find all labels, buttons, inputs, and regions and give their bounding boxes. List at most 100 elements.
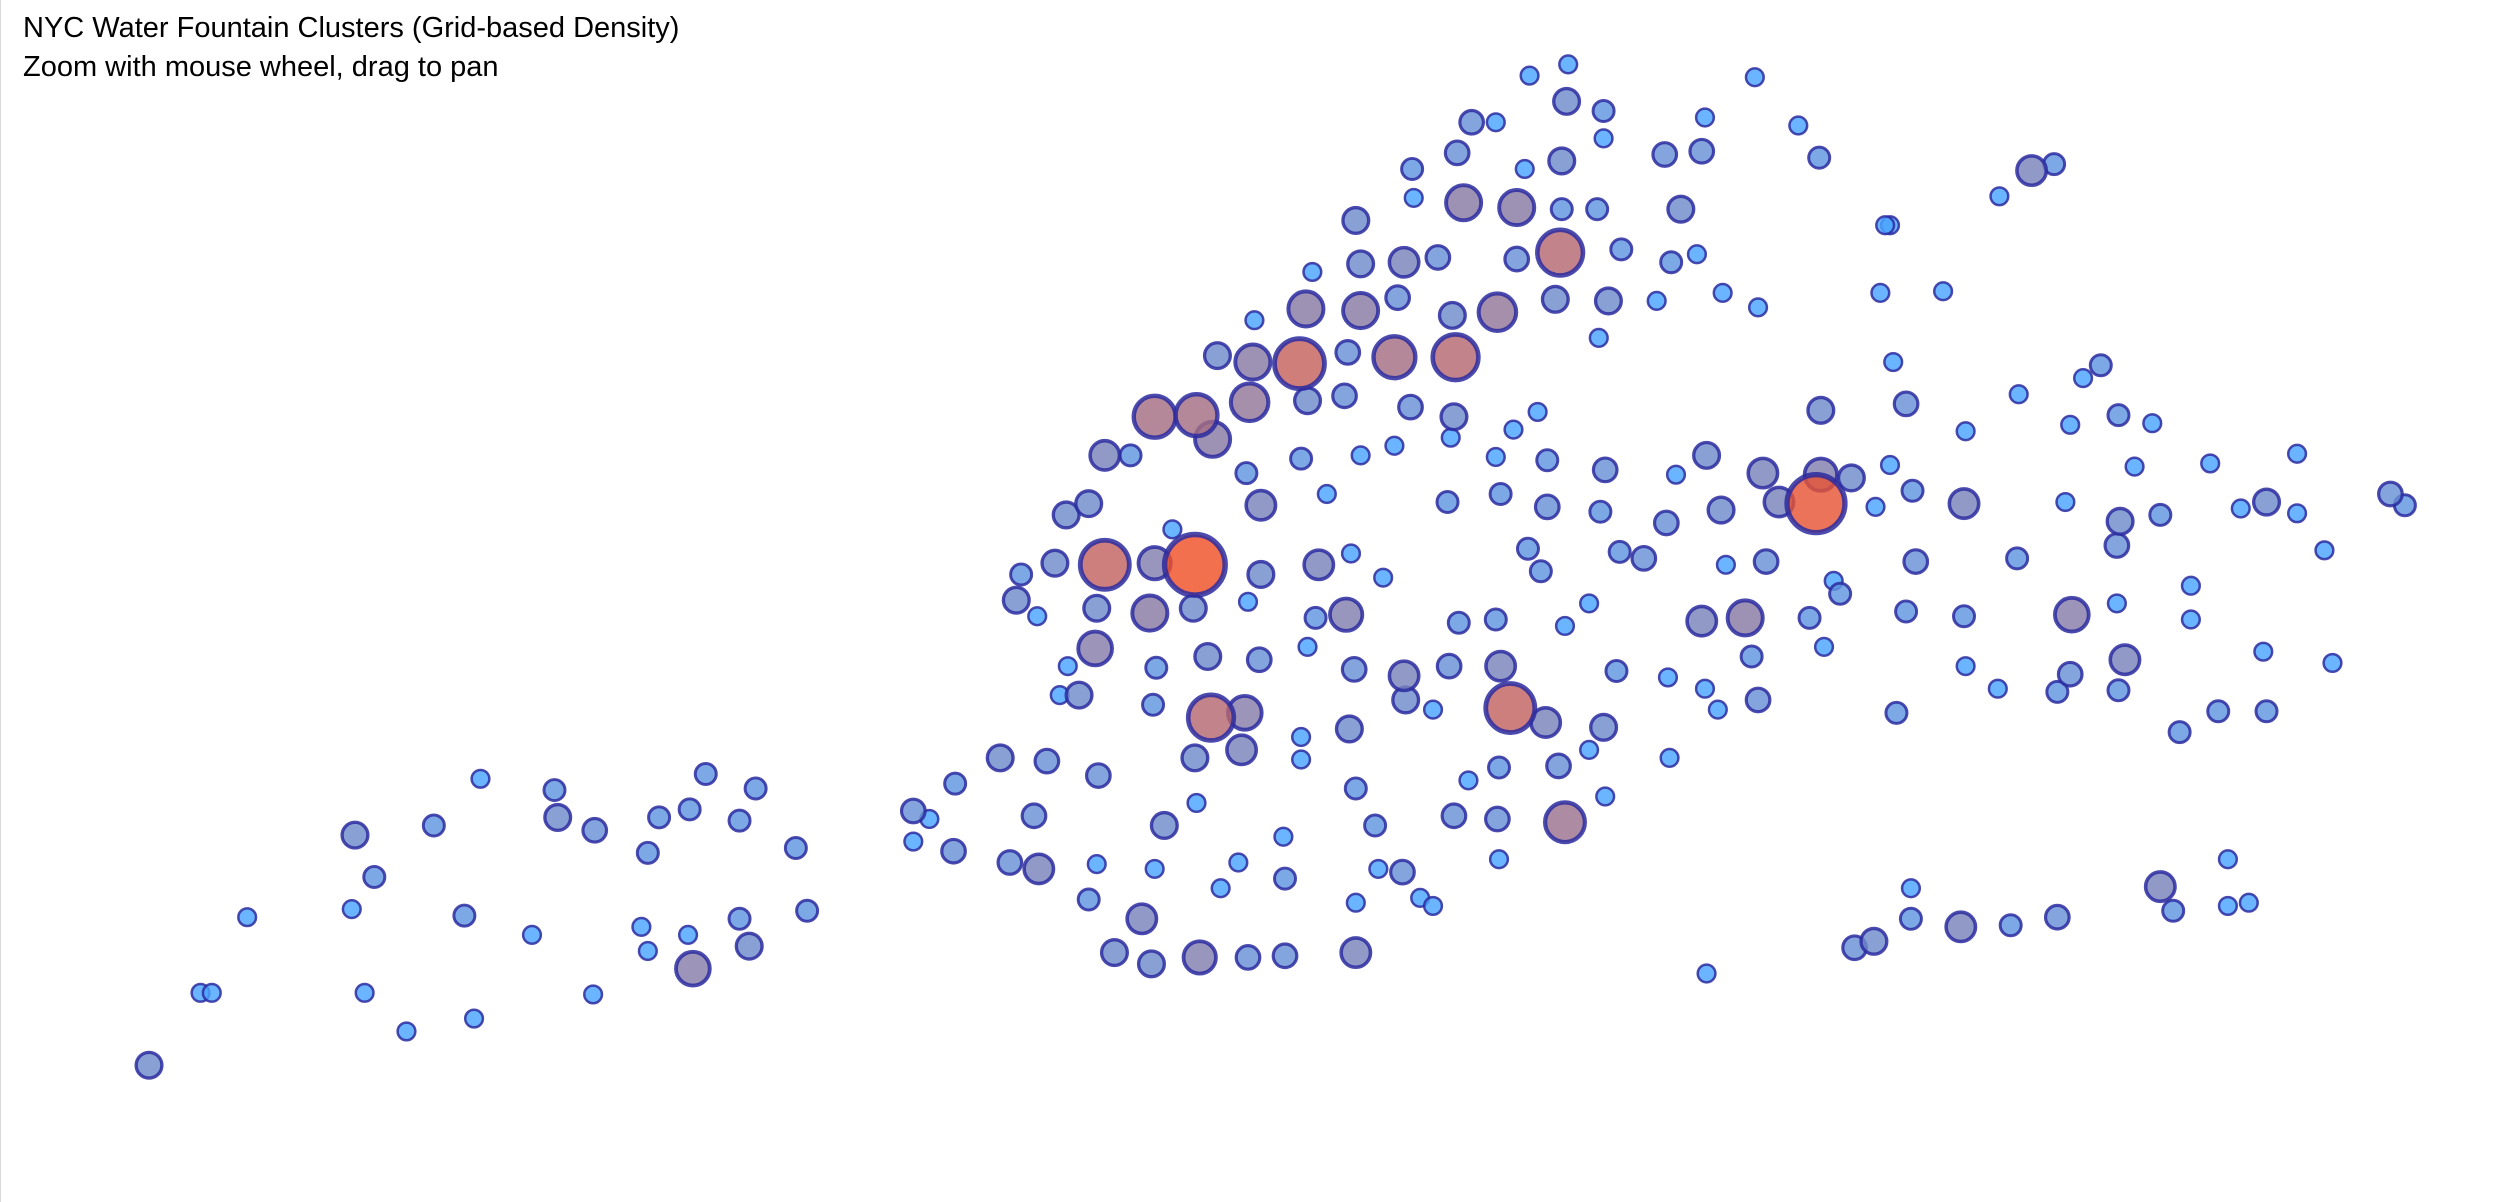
cluster-bubble[interactable]	[677, 797, 702, 822]
cluster-bubble[interactable]	[1902, 548, 1930, 575]
cluster-bubble[interactable]	[2142, 413, 2163, 434]
cluster-bubble[interactable]	[1292, 386, 1323, 416]
cluster-bubble[interactable]	[1271, 942, 1299, 970]
cluster-bubble[interactable]	[637, 940, 658, 962]
cluster-bubble[interactable]	[1389, 858, 1416, 886]
cluster-bubble[interactable]	[1228, 381, 1271, 424]
cluster-bubble[interactable]	[1225, 733, 1259, 767]
cluster-bubble[interactable]	[134, 1050, 164, 1080]
cluster-bubble[interactable]	[1210, 878, 1231, 899]
cluster-bubble[interactable]	[2206, 699, 2231, 724]
cluster-bubble[interactable]	[1303, 605, 1328, 630]
cluster-bubble[interactable]	[1540, 284, 1570, 314]
cluster-bubble[interactable]	[1593, 128, 1614, 149]
cluster-bubble[interactable]	[2217, 849, 2239, 870]
cluster-bubble[interactable]	[1652, 509, 1680, 537]
cluster-bubble[interactable]	[1141, 692, 1166, 717]
cluster-bubble[interactable]	[1289, 446, 1314, 471]
cluster-bubble[interactable]	[631, 916, 652, 937]
cluster-bubble[interactable]	[1746, 456, 1780, 490]
cluster-bubble[interactable]	[1373, 567, 1394, 588]
cluster-bubble[interactable]	[1130, 593, 1170, 633]
cluster-bubble[interactable]	[1331, 382, 1358, 410]
cluster-bubble[interactable]	[1527, 401, 1548, 423]
cluster-bubble[interactable]	[1343, 776, 1368, 801]
cluster-bubble[interactable]	[1088, 438, 1122, 472]
cluster-bubble[interactable]	[1659, 747, 1680, 768]
cluster-bubble[interactable]	[2286, 503, 2308, 524]
cluster-bubble[interactable]	[1476, 291, 1519, 333]
cluster-bubble[interactable]	[1244, 310, 1265, 331]
cluster-bubble[interactable]	[674, 949, 712, 988]
cluster-bubble[interactable]	[1488, 849, 1510, 870]
cluster-bubble[interactable]	[1519, 65, 1540, 86]
cluster-bubble[interactable]	[2200, 453, 2221, 474]
cluster-bubble[interactable]	[2251, 487, 2282, 517]
cluster-bubble[interactable]	[1178, 593, 1208, 623]
cluster-bubble[interactable]	[1706, 495, 1736, 525]
cluster-bubble[interactable]	[581, 816, 609, 844]
cluster-bubble[interactable]	[1585, 197, 1610, 222]
cluster-bubble[interactable]	[1788, 115, 1809, 136]
cluster-bubble[interactable]	[1595, 786, 1616, 807]
cluster-bubble[interactable]	[1865, 496, 1886, 517]
cluster-bubble[interactable]	[1001, 585, 1031, 615]
cluster-bubble[interactable]	[340, 820, 370, 850]
cluster-bubble[interactable]	[1064, 680, 1094, 710]
cluster-bubble[interactable]	[1665, 464, 1687, 485]
cluster-bubble[interactable]	[1542, 800, 1587, 845]
cluster-bubble[interactable]	[1144, 858, 1165, 880]
cluster-bubble[interactable]	[1387, 659, 1421, 693]
cluster-bubble[interactable]	[1297, 636, 1318, 657]
cluster-bubble[interactable]	[2217, 895, 2239, 917]
cluster-bubble[interactable]	[1020, 802, 1048, 830]
cluster-bubble[interactable]	[1588, 499, 1613, 524]
cluster-bubble[interactable]	[1368, 858, 1389, 880]
cluster-bubble[interactable]	[1422, 895, 1444, 917]
cluster-bubble[interactable]	[1131, 393, 1178, 440]
cluster-bubble[interactable]	[677, 924, 699, 945]
cluster-bubble[interactable]	[1437, 300, 1467, 330]
cluster-bubble[interactable]	[1694, 678, 1716, 699]
cluster-bubble[interactable]	[543, 802, 573, 832]
cluster-bubble[interactable]	[1588, 327, 1609, 349]
cluster-bubble[interactable]	[1646, 290, 1667, 312]
cluster-bubble[interactable]	[1302, 548, 1336, 582]
cluster-bubble[interactable]	[1884, 700, 1909, 725]
cluster-bubble[interactable]	[2015, 154, 2049, 188]
cluster-bubble[interactable]	[1485, 112, 1506, 133]
cluster-bubble[interactable]	[1403, 187, 1424, 209]
cluster-bubble[interactable]	[1302, 261, 1323, 283]
cluster-bubble[interactable]	[1161, 531, 1228, 598]
cluster-bubble[interactable]	[1144, 655, 1169, 680]
cluster-bubble[interactable]	[1424, 244, 1452, 271]
cluster-bubble[interactable]	[452, 903, 477, 928]
cluster-bubble[interactable]	[1609, 237, 1634, 262]
cluster-bubble[interactable]	[1334, 339, 1362, 366]
cluster-bubble[interactable]	[2167, 720, 2192, 745]
cluster-bubble[interactable]	[1099, 938, 1129, 968]
cluster-bubble[interactable]	[1497, 188, 1537, 228]
cluster-bubble[interactable]	[1273, 866, 1298, 891]
cluster-bubble[interactable]	[1484, 805, 1511, 833]
cluster-bubble[interactable]	[1444, 183, 1484, 223]
cluster-bubble[interactable]	[1186, 792, 1207, 814]
cluster-bubble[interactable]	[2053, 595, 2091, 634]
cluster-bubble[interactable]	[1033, 747, 1061, 775]
cluster-bubble[interactable]	[2143, 870, 2177, 904]
cluster-bubble[interactable]	[1440, 802, 1468, 830]
cluster-bubble[interactable]	[1430, 332, 1481, 383]
cluster-bubble[interactable]	[1952, 604, 1977, 629]
cluster-bubble[interactable]	[1685, 604, 1719, 638]
cluster-bubble[interactable]	[1666, 194, 1696, 224]
cluster-bubble[interactable]	[1076, 629, 1114, 668]
cluster-bubble[interactable]	[1752, 548, 1780, 575]
cluster-bubble[interactable]	[201, 982, 222, 1003]
cluster-bubble[interactable]	[1234, 461, 1259, 486]
cluster-bubble[interactable]	[1446, 610, 1471, 635]
cluster-bubble[interactable]	[1363, 813, 1388, 838]
cluster-bubble[interactable]	[1125, 902, 1159, 936]
cluster-bubble[interactable]	[1955, 421, 1976, 442]
cluster-bubble[interactable]	[1828, 581, 1853, 606]
cluster-bubble[interactable]	[743, 776, 768, 801]
